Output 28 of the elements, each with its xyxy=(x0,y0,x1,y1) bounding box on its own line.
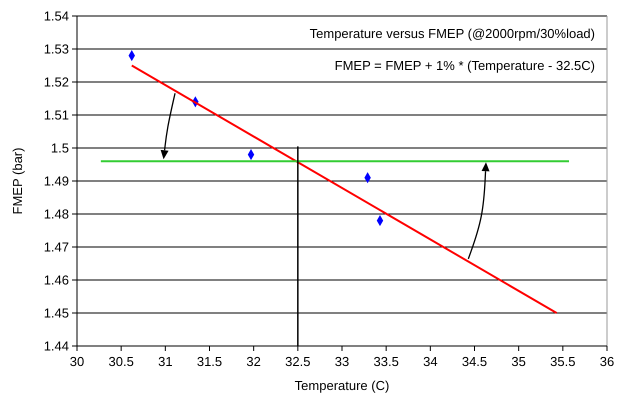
x-tick-label: 33 xyxy=(334,354,350,369)
annotation: FMEP = FMEP + 1% * (Temperature - 32.5C) xyxy=(334,58,595,73)
y-tick-label: 1.5 xyxy=(50,140,69,156)
y-tick-label: 1.52 xyxy=(44,74,69,90)
x-axis-title: Temperature (C) xyxy=(294,378,390,393)
x-tick-label: 32 xyxy=(246,354,261,369)
x-tick-label: 31 xyxy=(158,354,173,369)
y-tick-label: 1.46 xyxy=(44,272,69,288)
x-tick-label: 36 xyxy=(600,354,614,369)
x-tick-label: 35 xyxy=(511,354,526,369)
y-tick-label: 1.45 xyxy=(44,306,69,321)
x-tick-label: 34.5 xyxy=(462,354,488,369)
y-tick-label: 1.48 xyxy=(44,206,69,222)
y-tick-label: 1.47 xyxy=(44,240,69,255)
x-tick-label: 30 xyxy=(70,354,84,369)
y-tick-label: 1.44 xyxy=(44,338,69,354)
x-tick-label: 31.5 xyxy=(196,354,222,369)
y-axis-title: FMEP (bar) xyxy=(10,148,25,214)
x-tick-label: 30.5 xyxy=(108,354,134,369)
y-tick-label: 1.54 xyxy=(44,8,69,24)
annotation: Temperature versus FMEP (@2000rpm/30%load) xyxy=(310,26,595,41)
x-tick-label: 33.5 xyxy=(374,354,399,369)
y-tick-label: 1.53 xyxy=(44,42,69,57)
y-tick-label: 1.49 xyxy=(44,174,69,189)
x-tick-label: 32.5 xyxy=(285,354,310,369)
y-tick-label: 1.51 xyxy=(44,108,69,123)
x-tick-label: 35.5 xyxy=(550,354,576,369)
x-tick-label: 34 xyxy=(423,354,438,369)
